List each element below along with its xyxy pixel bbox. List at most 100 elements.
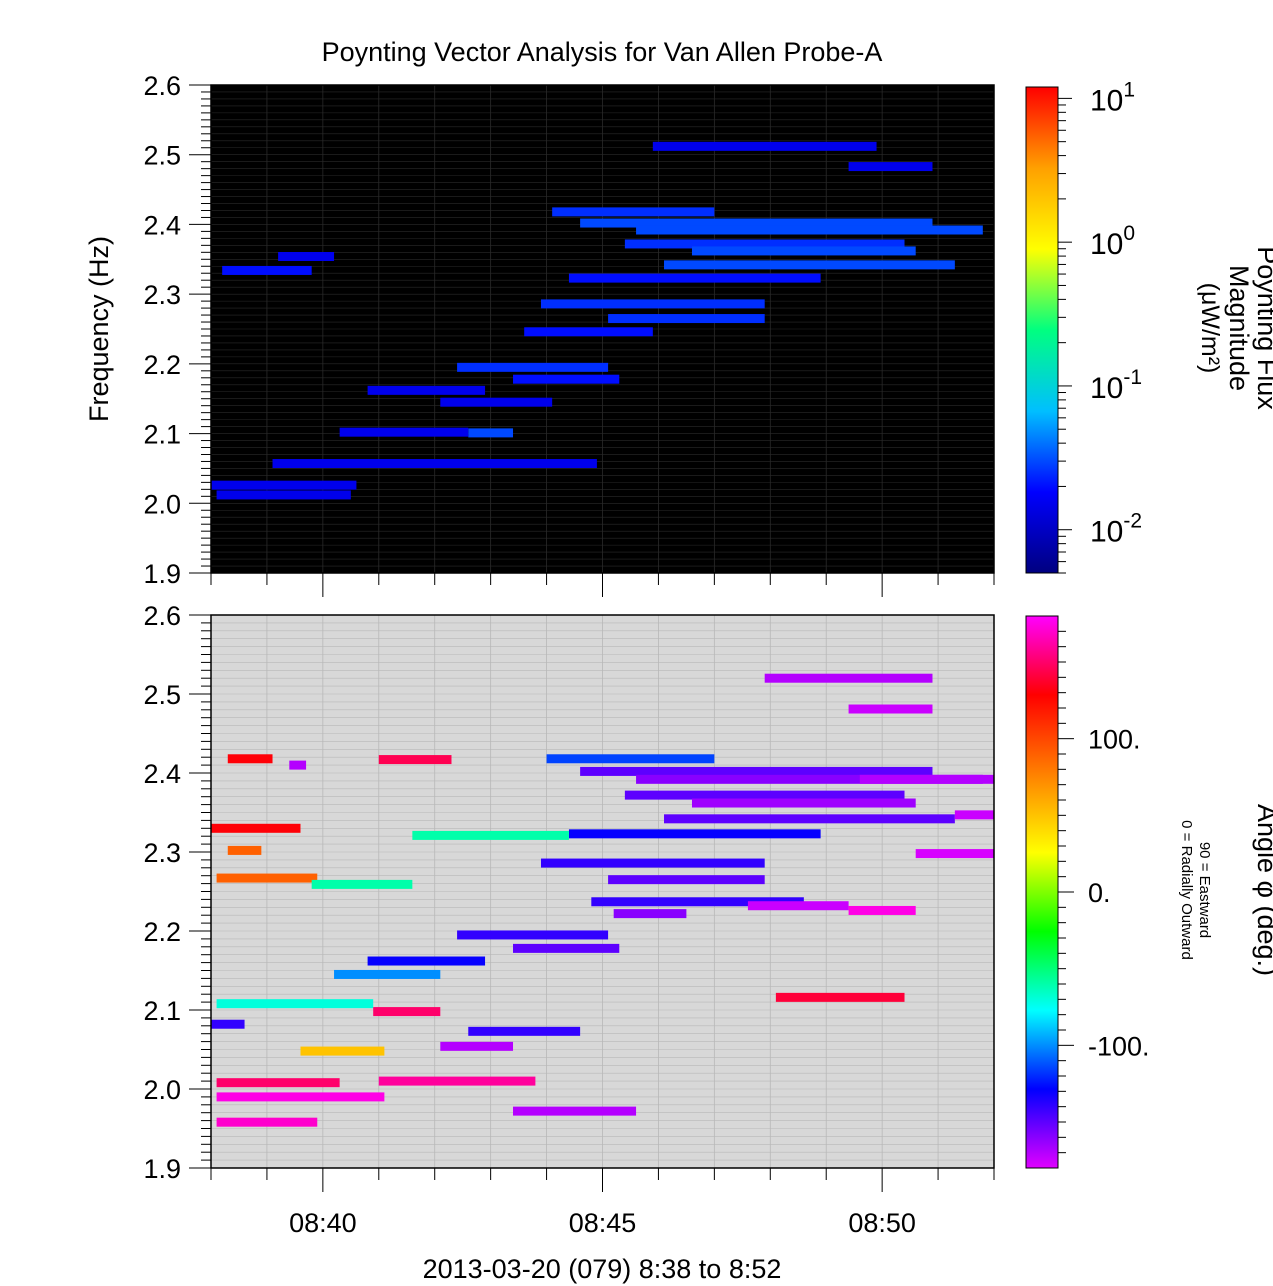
heatmap-cell <box>608 875 765 885</box>
heatmap-cell <box>334 969 441 979</box>
heatmap-cell <box>227 845 262 855</box>
flux-colorbar-ticks: 101 100 10-1 10-2 <box>1058 78 1142 574</box>
heatmap-cell <box>691 798 916 808</box>
top-grid <box>211 84 994 574</box>
heatmap-cell <box>278 251 335 261</box>
colorbar-tick-label: -100. <box>1088 1031 1150 1061</box>
angle-colorbar-sublabel: 0 = Radially Outward 90 = Eastward <box>1178 820 1213 960</box>
heatmap-cell <box>227 754 273 764</box>
y-tick-label: 2.0 <box>143 489 181 519</box>
y-tick-label: 1.9 <box>143 559 181 589</box>
heatmap-cell <box>848 905 916 915</box>
heatmap-cell <box>272 459 597 469</box>
heatmap-cell <box>440 397 553 407</box>
x-axis-label: 2013-03-20 (079) 8:38 to 8:52 <box>423 1254 782 1284</box>
heatmap-cell <box>580 766 933 776</box>
angle-sublabel-line-1: 0 = Radially Outward <box>1178 820 1195 960</box>
heatmap-cell <box>775 992 905 1002</box>
heatmap-cell <box>211 823 301 833</box>
flux-colorbar: 101 100 10-1 10-2 Poynting Flux Magnitude (… <box>1025 78 1273 574</box>
heatmap-cell <box>636 774 983 784</box>
y-tick-label: 2.4 <box>143 759 181 789</box>
heatmap-cell <box>378 755 452 765</box>
y-tick-label: 1.9 <box>143 1154 181 1184</box>
heatmap-cell <box>608 314 765 324</box>
x-tick-label: 08:45 <box>569 1208 637 1238</box>
heatmap-cell <box>652 141 877 151</box>
heatmap-cell <box>468 428 514 438</box>
heatmap-cell <box>764 673 933 683</box>
y-tick-label: 2.5 <box>143 680 181 710</box>
y-tick-label: 2.6 <box>143 71 181 101</box>
heatmap-cell <box>378 1076 536 1086</box>
heatmap-cell <box>300 1046 385 1056</box>
y-tick-label: 2.1 <box>143 420 181 450</box>
angle-colorbar-gradient <box>1025 615 1059 1169</box>
heatmap-cell <box>216 873 318 883</box>
heatmap-cell <box>915 849 994 859</box>
angle-colorbar-ticks: 100. 0. -100. <box>1058 630 1150 1154</box>
heatmap-cell <box>513 1106 637 1116</box>
flux-colorbar-label: Poynting Flux Magnitude (μW/m²) <box>1196 246 1273 410</box>
heatmap-cell <box>513 374 620 384</box>
heatmap-cell <box>373 1007 441 1017</box>
heatmap-cell <box>540 299 765 309</box>
x-tick-label: 08:40 <box>289 1208 357 1238</box>
heatmap-cell <box>848 704 933 714</box>
heatmap-cell <box>580 218 933 228</box>
heatmap-cell <box>216 999 374 1009</box>
heatmap-cell <box>440 1041 514 1051</box>
angle-sublabel-line-2: 90 = Eastward <box>1196 842 1213 938</box>
heatmap-cell <box>636 225 983 235</box>
colorbar-tick-label: 10-2 <box>1090 510 1142 549</box>
heatmap-cell <box>216 1092 385 1102</box>
flux-colorbar-gradient <box>1025 86 1059 574</box>
heatmap-cell <box>513 943 620 953</box>
heatmap-cell <box>311 879 413 889</box>
heatmap-cell <box>540 858 765 868</box>
bottom-heatmap <box>211 673 994 1127</box>
top-axes: 1.9 2.0 2.1 2.2 2.3 2.4 2.5 2.6 <box>143 71 995 597</box>
flux-colorbar-label-line-3: (μW/m²) <box>1196 283 1224 374</box>
bottom-axes: 1.9 2.0 2.1 2.2 2.3 2.4 2.5 2.6 <box>143 601 995 1192</box>
heatmap-cell <box>613 909 687 919</box>
colorbar-tick-label: 100. <box>1088 725 1141 755</box>
heatmap-cell <box>216 1117 318 1127</box>
flux-colorbar-label-line-2: Magnitude <box>1224 265 1254 391</box>
heatmap-cell <box>568 829 821 839</box>
heatmap-cell <box>568 273 821 283</box>
figure-title: Poynting Vector Analysis for Van Allen P… <box>322 37 883 67</box>
heatmap-cell <box>691 246 916 256</box>
y-tick-label: 2.3 <box>143 280 181 310</box>
heatmap-cell <box>457 930 609 940</box>
heatmap-cell <box>216 490 351 500</box>
heatmap-cell <box>211 480 357 490</box>
top-panel: 1.9 2.0 2.1 2.2 2.3 2.4 2.5 2.6 Frequency (Hz) <box>84 71 995 597</box>
heatmap-cell <box>367 385 486 395</box>
colorbar-tick-label: 101 <box>1090 78 1135 117</box>
heatmap-cell <box>524 327 653 337</box>
y-tick-label: 2.2 <box>143 350 181 380</box>
angle-colorbar-title: Angle φ (deg.) <box>1252 804 1273 976</box>
y-tick-label: 2.6 <box>143 601 181 631</box>
heatmap-cell <box>289 760 307 770</box>
colorbar-tick-label: 10-1 <box>1090 366 1142 405</box>
top-y-axis-label: Frequency (Hz) <box>84 236 114 422</box>
heatmap-cell <box>546 754 715 764</box>
colorbar-tick-label: 100 <box>1090 222 1135 261</box>
heatmap-cell <box>848 162 933 172</box>
heatmap-cell <box>216 1078 340 1088</box>
angle-colorbar-label: Angle φ (deg.) <box>1252 804 1273 976</box>
heatmap-cell <box>591 897 804 907</box>
heatmap-cell <box>412 830 569 840</box>
heatmap-cell <box>457 362 609 372</box>
colorbar-tick-label: 0. <box>1088 878 1111 908</box>
heatmap-cell <box>747 901 849 911</box>
angle-colorbar: 100. 0. -100. Angle φ (deg.) 0 = Radially … <box>1025 615 1273 1169</box>
heatmap-cell <box>624 239 905 249</box>
heatmap-cell <box>954 810 994 820</box>
y-tick-label: 2.2 <box>143 917 181 947</box>
heatmap-cell <box>552 207 715 217</box>
y-tick-label: 2.1 <box>143 996 181 1026</box>
